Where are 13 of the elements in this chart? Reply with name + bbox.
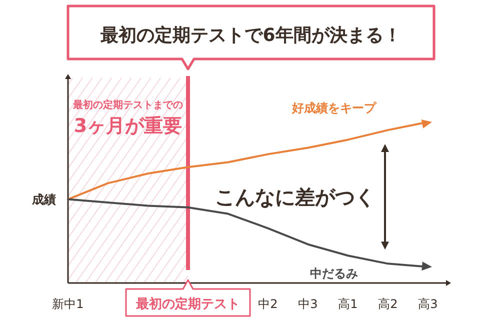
x-tick-label: 中3	[298, 297, 318, 311]
x-tick-label: 中2	[258, 297, 278, 311]
chart-title: 最初の定期テストで6年間が決まる！	[100, 25, 402, 46]
annotation: こんなに差がつく	[215, 184, 375, 209]
x-tick-label: 高3	[418, 297, 438, 311]
series-label: 好成績をキープ	[291, 101, 377, 116]
series-label: 中だるみ	[310, 266, 358, 281]
x-tick-label: 高2	[378, 297, 398, 311]
band-label: 最初の定期テストまでの 3ヶ月が重要	[72, 99, 183, 137]
x-tick-label: 新中1	[52, 297, 84, 311]
y-axis-title: 成績	[31, 192, 56, 206]
x-tick-label: 高1	[338, 297, 358, 311]
x-tick-label: 最初の定期テスト	[135, 296, 240, 312]
